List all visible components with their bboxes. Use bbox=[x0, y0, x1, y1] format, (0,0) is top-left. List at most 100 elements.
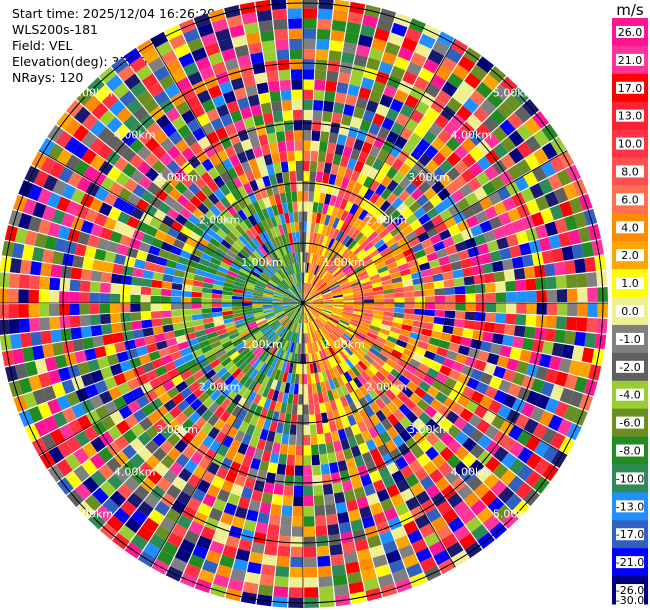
ray-gate-cell bbox=[379, 530, 395, 545]
ray-gate-cell bbox=[415, 490, 431, 506]
ray-gate-cell bbox=[529, 351, 542, 366]
ray-gate-cell bbox=[456, 105, 473, 122]
ray-gate-cell bbox=[272, 305, 283, 308]
ray-gate-cell bbox=[272, 110, 284, 123]
ray-gate-cell bbox=[471, 524, 489, 541]
ray-gate-cell bbox=[330, 286, 341, 292]
ray-gate-cell bbox=[342, 309, 354, 314]
ray-gate-cell bbox=[453, 277, 465, 287]
ray-gate-cell bbox=[324, 380, 332, 392]
ray-gate-cell bbox=[220, 512, 234, 526]
ray-gate-cell bbox=[439, 159, 454, 174]
ray-gate-cell bbox=[220, 239, 232, 250]
ray-gate-cell bbox=[119, 90, 136, 107]
ray-gate-cell bbox=[484, 385, 499, 400]
ray-gate-cell bbox=[173, 328, 186, 338]
ray-gate-cell bbox=[81, 113, 99, 131]
ray-gate-cell bbox=[319, 314, 329, 321]
ray-gate-cell bbox=[114, 435, 130, 451]
ray-gate-cell bbox=[382, 540, 398, 555]
ray-gate-cell bbox=[300, 293, 303, 303]
ray-gate-cell bbox=[209, 237, 221, 248]
ray-gate-cell bbox=[120, 294, 131, 303]
ray-gate-cell bbox=[303, 300, 314, 303]
ray-gate-cell bbox=[94, 84, 112, 102]
ray-gate-cell bbox=[208, 153, 222, 167]
ray-gate-cell bbox=[404, 94, 420, 109]
ray-gate-cell bbox=[309, 363, 315, 374]
ray-gate-cell bbox=[105, 74, 123, 92]
ray-gate-cell bbox=[395, 535, 411, 550]
range-ring-label: 3.00km bbox=[156, 171, 198, 184]
ray-gate-cell bbox=[166, 207, 180, 220]
ray-gate-cell bbox=[405, 253, 417, 263]
colorbar-tick-bg bbox=[616, 277, 644, 290]
ray-gate-cell bbox=[271, 390, 280, 402]
ray-gate-cell bbox=[531, 252, 544, 266]
ray-gate-cell bbox=[94, 380, 108, 394]
ray-gate-cell bbox=[89, 281, 101, 293]
ray-gate-cell bbox=[207, 179, 219, 193]
ray-gate-cell bbox=[403, 451, 417, 465]
ray-gate-cell bbox=[551, 248, 564, 263]
ray-gate-cell bbox=[154, 462, 169, 477]
ray-gate-cell bbox=[295, 303, 303, 311]
ray-gate-cell bbox=[271, 493, 283, 506]
ray-gate-cell bbox=[191, 308, 202, 315]
ray-gate-cell bbox=[303, 79, 314, 90]
ray-gate-cell bbox=[126, 215, 140, 229]
ray-gate-cell bbox=[196, 89, 212, 104]
ray-gate-cell bbox=[354, 333, 365, 342]
ray-gate-cell bbox=[538, 178, 554, 195]
ray-gate-cell bbox=[184, 563, 201, 579]
ray-gate-cell bbox=[304, 577, 318, 588]
ray-gate-cell bbox=[274, 401, 282, 413]
ray-gate-cell bbox=[257, 260, 267, 269]
ray-gate-cell bbox=[207, 461, 220, 476]
ray-gate-cell bbox=[226, 14, 243, 29]
ray-gate-cell bbox=[364, 393, 375, 406]
ray-gate-cell bbox=[375, 336, 387, 345]
ray-gate-cell bbox=[0, 288, 9, 303]
ray-gate-cell bbox=[313, 276, 320, 286]
ray-gate-cell bbox=[476, 466, 492, 483]
start-time-text: Start time: 2025/12/04 16:26:29 bbox=[12, 6, 216, 21]
ray-gate-cell bbox=[318, 443, 327, 455]
ray-gate-cell bbox=[28, 216, 42, 232]
ray-gate-cell bbox=[132, 184, 147, 198]
ray-gate-cell bbox=[263, 50, 277, 63]
ray-gate-cell bbox=[308, 311, 315, 321]
ray-gate-cell bbox=[248, 326, 259, 334]
ray-gate-cell bbox=[362, 312, 374, 318]
ray-gate-cell bbox=[175, 138, 189, 153]
ray-gate-cell bbox=[245, 32, 261, 45]
ray-gate-cell bbox=[120, 303, 131, 313]
ray-gate-cell bbox=[335, 501, 348, 514]
ray-gate-cell bbox=[469, 146, 485, 162]
ray-gate-cell bbox=[114, 341, 127, 353]
ray-gate-cell bbox=[332, 9, 348, 22]
ray-gate-cell bbox=[194, 268, 207, 277]
ray-gate-cell bbox=[404, 154, 418, 169]
ray-gate-cell bbox=[298, 221, 303, 232]
ray-gate-cell bbox=[577, 226, 592, 243]
ray-gate-cell bbox=[174, 181, 188, 195]
colorbar-tick-label: -4.0 bbox=[619, 389, 640, 402]
ray-gate-cell bbox=[253, 189, 263, 201]
ray-gate-cell bbox=[200, 171, 213, 185]
ray-gate-cell bbox=[89, 120, 106, 137]
ray-gate-cell bbox=[350, 116, 362, 129]
ray-gate-cell bbox=[367, 378, 378, 390]
ray-gate-cell bbox=[90, 470, 107, 487]
ray-gate-cell bbox=[269, 250, 278, 261]
ray-gate-cell bbox=[313, 89, 325, 101]
ray-gate-cell bbox=[311, 212, 317, 223]
ray-gate-cell bbox=[272, 296, 284, 300]
ray-gate-cell bbox=[151, 318, 163, 327]
ray-gate-cell bbox=[351, 284, 362, 290]
ray-gate-cell bbox=[287, 320, 294, 331]
ray-gate-cell bbox=[417, 340, 429, 350]
ray-gate-cell bbox=[278, 535, 291, 547]
ray-gate-cell bbox=[217, 243, 229, 254]
ray-gate-cell bbox=[239, 64, 254, 78]
